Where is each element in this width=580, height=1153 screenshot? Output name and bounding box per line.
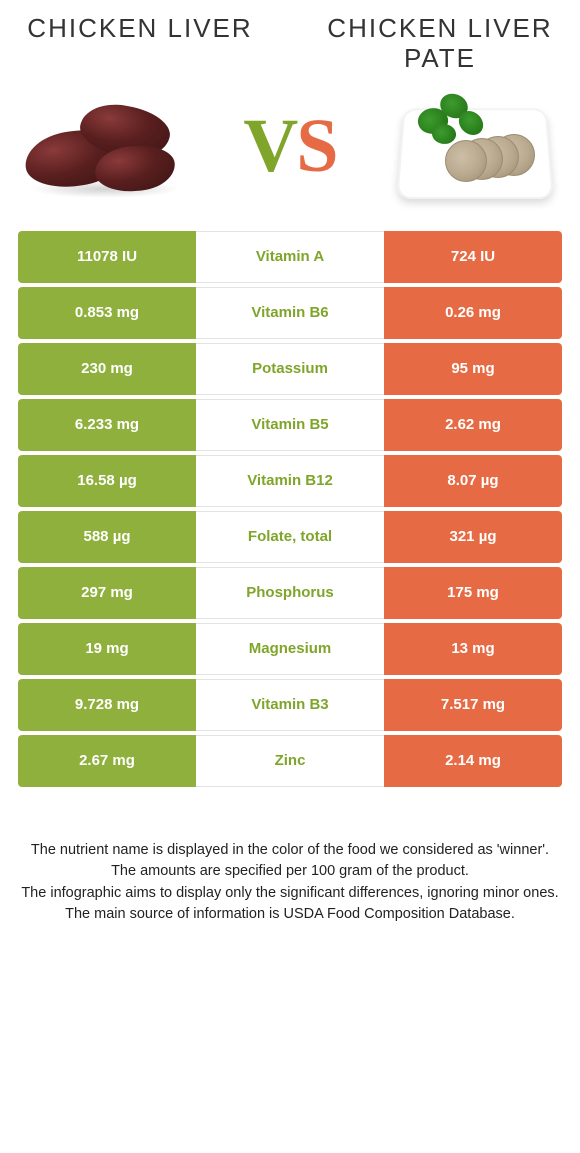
right-value: 0.26 mg <box>384 287 562 339</box>
nutrient-name: Vitamin B5 <box>196 399 384 451</box>
footer-line: The amounts are specified per 100 gram o… <box>18 862 562 882</box>
right-value: 8.07 µg <box>384 455 562 507</box>
table-row: 588 µgFolate, total321 µg <box>18 511 562 563</box>
table-row: 0.853 mgVitamin B60.26 mg <box>18 287 562 339</box>
left-value: 0.853 mg <box>18 287 196 339</box>
table-row: 297 mgPhosphorus175 mg <box>18 567 562 619</box>
left-value: 9.728 mg <box>18 679 196 731</box>
table-row: 11078 IUVitamin A724 IU <box>18 231 562 283</box>
nutrient-name: Vitamin B12 <box>196 455 384 507</box>
left-food-image <box>20 84 190 209</box>
table-row: 19 mgMagnesium13 mg <box>18 623 562 675</box>
left-food-title: CHICKEN LIVER <box>20 14 260 44</box>
nutrient-name: Zinc <box>196 735 384 787</box>
table-row: 6.233 mgVitamin B52.62 mg <box>18 399 562 451</box>
vs-s: S <box>296 108 336 184</box>
nutrient-name: Phosphorus <box>196 567 384 619</box>
nutrient-name: Magnesium <box>196 623 384 675</box>
right-food-title: CHICKEN LIVER PATE <box>320 14 560 74</box>
right-value: 2.14 mg <box>384 735 562 787</box>
vs-label: VS <box>243 108 336 184</box>
nutrient-name: Vitamin B3 <box>196 679 384 731</box>
table-row: 9.728 mgVitamin B37.517 mg <box>18 679 562 731</box>
left-value: 230 mg <box>18 343 196 395</box>
table-row: 16.58 µgVitamin B128.07 µg <box>18 455 562 507</box>
right-value: 724 IU <box>384 231 562 283</box>
left-value: 16.58 µg <box>18 455 196 507</box>
images-row: VS <box>0 74 580 231</box>
nutrient-table: 11078 IUVitamin A724 IU0.853 mgVitamin B… <box>0 231 580 787</box>
table-row: 230 mgPotassium95 mg <box>18 343 562 395</box>
right-value: 7.517 mg <box>384 679 562 731</box>
left-value: 6.233 mg <box>18 399 196 451</box>
vs-v: V <box>243 108 296 184</box>
right-value: 321 µg <box>384 511 562 563</box>
header: CHICKEN LIVER CHICKEN LIVER PATE <box>0 0 580 74</box>
footer-notes: The nutrient name is displayed in the co… <box>0 791 580 925</box>
footer-line: The infographic aims to display only the… <box>18 884 562 904</box>
right-value: 175 mg <box>384 567 562 619</box>
left-value: 11078 IU <box>18 231 196 283</box>
left-value: 588 µg <box>18 511 196 563</box>
left-value: 297 mg <box>18 567 196 619</box>
right-value: 2.62 mg <box>384 399 562 451</box>
table-row: 2.67 mgZinc2.14 mg <box>18 735 562 787</box>
footer-line: The nutrient name is displayed in the co… <box>18 841 562 861</box>
nutrient-name: Vitamin A <box>196 231 384 283</box>
nutrient-name: Vitamin B6 <box>196 287 384 339</box>
right-value: 95 mg <box>384 343 562 395</box>
footer-line: The main source of information is USDA F… <box>18 905 562 925</box>
nutrient-name: Potassium <box>196 343 384 395</box>
right-food-image <box>390 84 560 209</box>
nutrient-name: Folate, total <box>196 511 384 563</box>
left-value: 19 mg <box>18 623 196 675</box>
left-value: 2.67 mg <box>18 735 196 787</box>
right-value: 13 mg <box>384 623 562 675</box>
